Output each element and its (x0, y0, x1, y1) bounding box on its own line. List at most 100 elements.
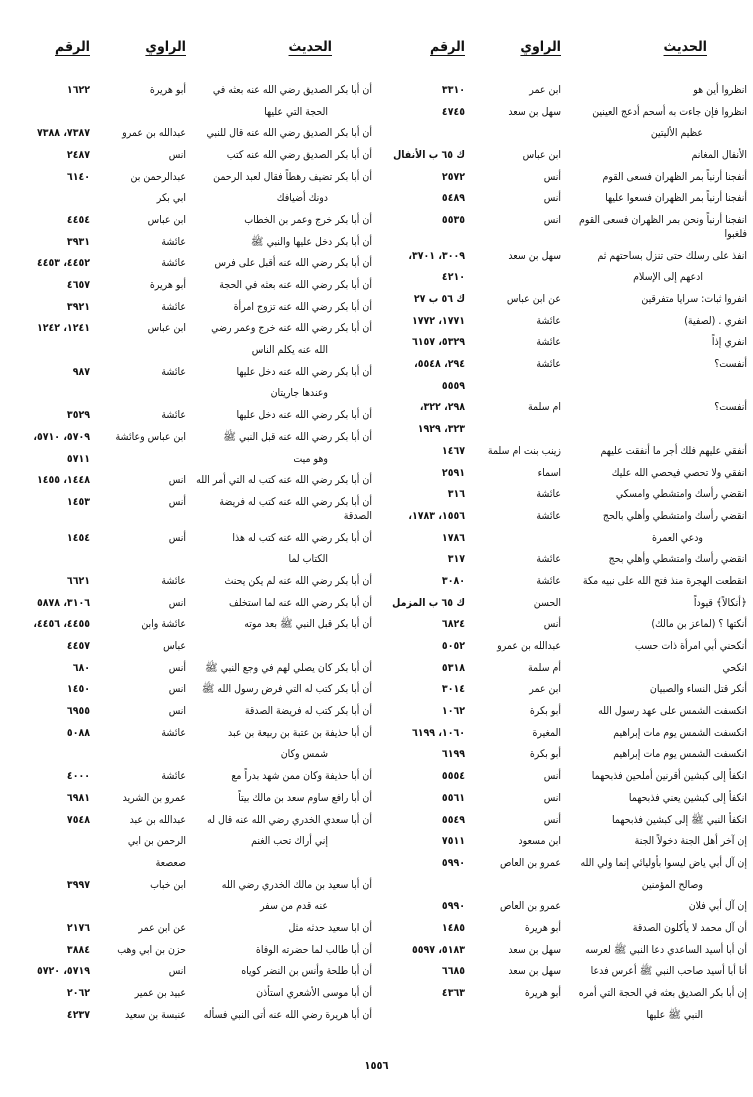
index-row: انفري إذاً عائشة ٥٣٢٩، ٦١٥٧ (381, 332, 747, 354)
hadith-text: ادعهم إلى الإسلام (633, 271, 703, 284)
hadith-number: ٦٩٥٥ (66, 705, 90, 718)
hadith-text: أن أبا بكر الصديق رضي الله عنه كتب (226, 148, 372, 161)
hadith-text: أن أبا بكر تضيف رهطاً فقال لعبد الرحمن (213, 170, 372, 183)
hadith-text: انظروا فإن جاءت به أسحم أدعج العينين (592, 105, 747, 118)
narrator-name: أنس (543, 618, 561, 631)
index-row-continuation: ٣٢٣، ١٩٢٩ (381, 418, 747, 440)
narrator-name: عائشة (536, 336, 561, 349)
index-row: أن أبا بكر دخل عليها والنبي ﷺ عائشة ٣٩٣١ (6, 231, 372, 253)
index-row: انظروا أين هو ابن عمر ٣٣١٠ (381, 79, 747, 101)
narrator-name: ابن عمر (529, 83, 561, 96)
hadith-number: ٤٤٥٥، ٤٤٥٦، (33, 618, 90, 631)
hadith-number: ٢٠٦٢ (66, 987, 90, 1000)
narrator-name: عباس (163, 640, 186, 653)
index-row: أن أبا بكر رضي الله عنه كتب له التي أمر … (6, 469, 372, 491)
hadith-text: أن أبا بكر رضي الله عنه بعثه في الحجة (219, 279, 372, 292)
index-row: انظروا فإن جاءت به أسحم أدعج العينين سهل … (381, 101, 747, 123)
hadith-text: انفجنا أرنباً ونحن بمر الظهران فسعى القو… (579, 213, 747, 240)
index-row: أن أبا طالب لما حضرته الوفاة حزن بن ابي و… (6, 939, 372, 961)
index-row: إن آخر أهل الجنة دخولاً الجنة ابن مسعود ٧٥… (381, 830, 747, 852)
hadith-text: أنفست؟ (714, 358, 747, 371)
narrator-name: عائشة وابن (141, 618, 186, 631)
narrator-name: سهل بن سعد (508, 249, 561, 262)
index-page: الحديث الراوي الرقم انظروا أين هو ابن عمر… (6, 38, 748, 1026)
index-row: انقضي رأسك وامتشطي وأهلي بحج عائشة ٣١٧ (381, 548, 747, 570)
hadith-text: انفري . (لصفية) (684, 314, 747, 327)
hadith-text: ﴿أنكالاً﴾ قيوداً (693, 596, 747, 609)
narrator-name: انس (168, 683, 186, 696)
narrator-name: عائشة (161, 235, 186, 248)
index-row-continuation: عباس ٤٤٥٧ (6, 635, 372, 657)
hadith-text: أن آل محمد لا يأكلون الصدقة (632, 921, 747, 934)
hadith-number: ٥٥٣٥ (441, 213, 465, 226)
hadith-number: ١٤٨٥ (441, 921, 465, 934)
narrator-name: انس (168, 474, 186, 487)
index-row: انقطعت الهجرة منذ فتح الله على نبيه مكة ع… (381, 570, 747, 592)
narrator-name: عائشة (536, 488, 561, 501)
index-row-continuation: شمس وكان (6, 744, 372, 766)
hadith-number: ٦٨٠ (72, 661, 90, 674)
hadith-number: ٥٣١٨ (441, 661, 465, 674)
index-row: إن آل أبي فلان عمرو بن العاص ٥٩٩٠ (381, 895, 747, 917)
index-row: انكحي أم سلمة ٥٣١٨ (381, 657, 747, 679)
index-row: انكسفت الشمس على عهد رسول الله أبو بكرة ١٠… (381, 700, 747, 722)
narrator-name: ابن عباس (147, 322, 186, 335)
index-row: أن أبا بكر الصديق رضي الله عنه كتب انس ٢٤٨… (6, 144, 372, 166)
hadith-number: ٥٥٦١ (441, 791, 465, 804)
hadith-text: أنفقي عليهم فلك أجر ما أنفقت عليهم (600, 444, 748, 457)
index-row: أن أبا أسيد الساعدي دعا النبي ﷺ لعرسه سهل… (381, 939, 747, 961)
narrator-name: ام سلمة (527, 401, 561, 414)
hadith-text: الأنفال المغانم (691, 148, 747, 161)
index-row-continuation: ٥٥٥٩ (381, 375, 747, 397)
narrator-name: عبدالرحمن بن (130, 170, 186, 183)
narrator-name: عائشة (161, 726, 186, 739)
hadith-number: ٢٥٧٢ (441, 170, 465, 183)
hadith-number: ٣٠٠٩، ٣٧٠١، (408, 249, 465, 262)
index-row-continuation: الحجة التي عليها (6, 101, 372, 123)
hadith-text: أن ابا سعيد حدثه مثل (288, 921, 372, 934)
hadith-number: ٤٠٠٠ (66, 770, 90, 783)
hadith-number: ٣٨٨٤ (66, 943, 90, 956)
hadith-text: أن أبا بكر قبل النبي ﷺ بعد موته (244, 618, 372, 631)
header-number: الرقم (55, 39, 90, 55)
hadith-number: ٣٠١٤ (441, 683, 465, 696)
narrator-name: عمرو بن الشريد (122, 791, 186, 804)
column-headers: الحديث الراوي الرقم (6, 38, 372, 79)
hadith-number: ك ٦٥ ب المزمل (392, 596, 465, 609)
hadith-text: أنكحني أبي امرأة ذات حسب (634, 640, 747, 653)
hadith-number: ١٧٨٦ (441, 531, 465, 544)
index-row-continuation: عظيم الأليتين (381, 122, 747, 144)
narrator-name: ابن خباب (150, 878, 186, 891)
hadith-text: شمس وكان (280, 748, 328, 761)
hadith-number: ٤٤٥٧ (66, 640, 90, 653)
index-row: أن أبا بكر رضي الله عنه دخل عليها عائشة ٩٨… (6, 361, 372, 383)
narrator-name: أبو بكرة (529, 705, 561, 718)
hadith-number: ك ٦٥ ب الأنفال (393, 148, 465, 161)
hadith-text: عنه قدم من سفر (259, 900, 328, 913)
hadith-number: ٥١٨٣، ٥٥٩٧ (411, 943, 465, 956)
index-row: أن أبا بكر رضي الله عنه دخل عليها عائشة ٣٥… (6, 404, 372, 426)
hadith-text: ودعي العمرة (652, 531, 703, 544)
index-row: أن أبا طلحة وأنس بن النضر كوياه انس ٥٧١٩، … (6, 961, 372, 983)
narrator-name: أبو هريرة (524, 921, 561, 934)
hadith-number: ٦١٩٩ (441, 748, 465, 761)
hadith-text: انكسفت الشمس على عهد رسول الله (598, 705, 747, 718)
index-row: أن أبا حذيفة بن عتبة بن ربيعة بن عبد عائش… (6, 722, 372, 744)
index-row: أن أبا رافع ساوم سعد بن مالك بيتاً عمرو ب… (6, 787, 372, 809)
hadith-number: ١٤٤٨، ١٤٥٥ (36, 474, 90, 487)
page-number: ١٥٥٦ (364, 1058, 389, 1072)
hadith-text: انقضي رأسك وامتشطي وأهلي بالحج (602, 509, 747, 522)
narrator-name: الحسن (533, 596, 561, 609)
index-row: انفروا ثبات: سرايا متفرقين عن ابن عباس ك ٥… (381, 288, 747, 310)
narrator-name: ابن عباس (522, 148, 561, 161)
narrator-name: الرحمن بن ابي (127, 835, 186, 848)
narrator-name: عائشة (161, 300, 186, 313)
hadith-text: أن أبا بكر رضي الله عنه تزوج امرأة (233, 300, 372, 313)
index-rows: أن أبا بكر الصديق رضي الله عنه بعثه في أب… (6, 79, 372, 1026)
narrator-name: عنبسة بن سعيد (125, 1008, 186, 1021)
index-row: أن أبا بكر رضي الله عنه كتب له هذا أنس ١٤٥… (6, 527, 372, 549)
hadith-number: ٥٣٢٩، ٦١٥٧ (411, 336, 465, 349)
hadith-number: ٩٨٧ (72, 365, 90, 378)
index-row: أن أبا بكر رضي الله عنه بعثه في الحجة أبو… (6, 274, 372, 296)
narrator-name: أبو هريرة (149, 83, 186, 96)
